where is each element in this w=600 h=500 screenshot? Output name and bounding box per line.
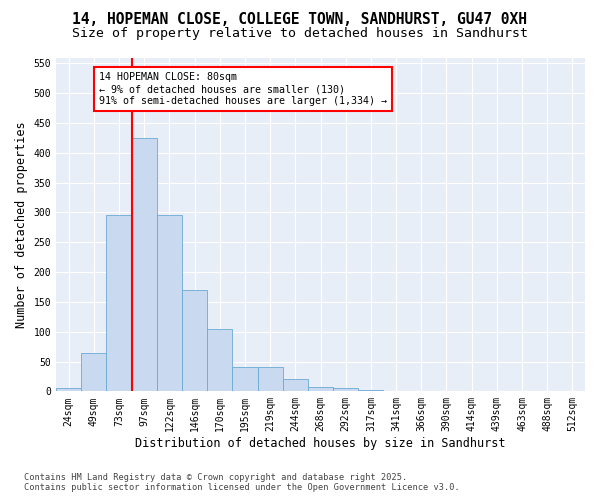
Bar <box>207 328 232 392</box>
Bar <box>560 390 585 392</box>
Bar <box>358 390 383 392</box>
Y-axis label: Number of detached properties: Number of detached properties <box>15 121 28 328</box>
Bar <box>257 368 283 392</box>
Bar <box>535 390 560 392</box>
Bar <box>283 380 308 392</box>
X-axis label: Distribution of detached houses by size in Sandhurst: Distribution of detached houses by size … <box>135 437 506 450</box>
Bar <box>131 138 157 392</box>
Bar <box>157 216 182 392</box>
Bar <box>56 388 81 392</box>
Bar <box>308 386 333 392</box>
Bar <box>383 390 409 392</box>
Text: 14 HOPEMAN CLOSE: 80sqm
← 9% of detached houses are smaller (130)
91% of semi-de: 14 HOPEMAN CLOSE: 80sqm ← 9% of detached… <box>99 72 387 106</box>
Bar <box>106 216 131 392</box>
Bar <box>333 388 358 392</box>
Text: 14, HOPEMAN CLOSE, COLLEGE TOWN, SANDHURST, GU47 0XH: 14, HOPEMAN CLOSE, COLLEGE TOWN, SANDHUR… <box>73 12 527 28</box>
Text: Contains HM Land Registry data © Crown copyright and database right 2025.
Contai: Contains HM Land Registry data © Crown c… <box>24 473 460 492</box>
Bar <box>434 390 459 392</box>
Bar <box>182 290 207 392</box>
Bar <box>81 352 106 392</box>
Bar <box>232 368 257 392</box>
Text: Size of property relative to detached houses in Sandhurst: Size of property relative to detached ho… <box>72 28 528 40</box>
